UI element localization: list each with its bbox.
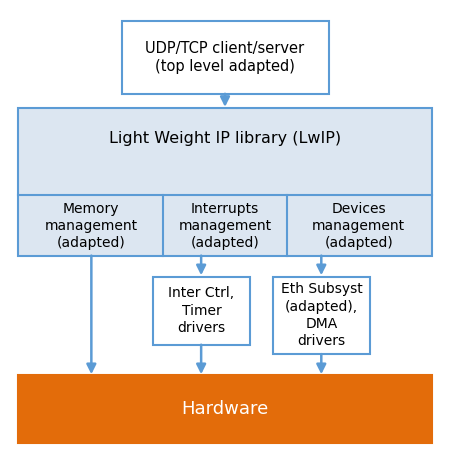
Text: Interrupts
management
(adapted): Interrupts management (adapted) [179, 202, 271, 250]
Text: Memory
management
(adapted): Memory management (adapted) [45, 202, 138, 250]
Text: UDP/TCP client/server
(top level adapted): UDP/TCP client/server (top level adapted… [145, 41, 305, 74]
Bar [122, 21, 328, 94]
Bar [18, 375, 432, 443]
Text: Light Weight IP library (LwIP): Light Weight IP library (LwIP) [109, 131, 341, 146]
Text: Eth Subsyst
(adapted),
DMA
drivers: Eth Subsyst (adapted), DMA drivers [281, 282, 362, 348]
Text: Hardware: Hardware [181, 400, 269, 418]
Text: Inter Ctrl,
Timer
drivers: Inter Ctrl, Timer drivers [168, 287, 234, 335]
Bar [18, 108, 432, 256]
Bar [153, 277, 250, 345]
Bar [273, 277, 370, 354]
Text: Devices
management
(adapted): Devices management (adapted) [312, 202, 405, 250]
